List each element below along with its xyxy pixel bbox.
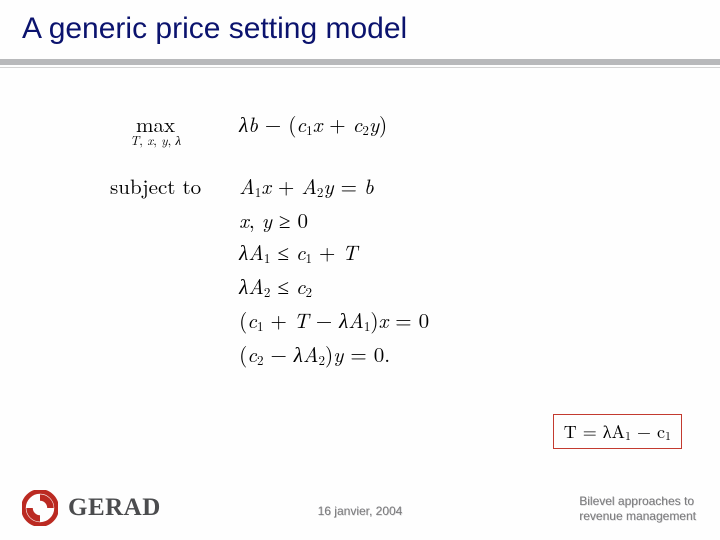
footer-topic: Bilevel approaches to revenue management — [579, 494, 696, 524]
boxed-note: T = λA1 − c1 — [553, 414, 682, 449]
constraint-5: (c1 + T − λA1)x = 0 — [229, 304, 439, 338]
title-rule-thick — [0, 59, 720, 65]
constraint-2: x, y ≥ 0 — [229, 204, 439, 236]
math-block: max T, x, y, λ λb − (c1x + c2y) subject … — [100, 108, 439, 372]
objective-variables: T, x, y, λ — [110, 133, 201, 148]
objective-label: max T, x, y, λ — [100, 108, 229, 152]
footer-topic-line2: revenue management — [579, 509, 696, 523]
slide-title: A generic price setting model — [22, 12, 407, 46]
slide: A generic price setting model max T, x, … — [0, 0, 720, 540]
objective-rhs: λb − (c1x + c2y) — [229, 108, 439, 152]
footer: GERAD 16 janvier, 2004 Bilevel approache… — [0, 482, 720, 540]
constraint-4: λA2 ≤ c2 — [229, 270, 439, 304]
constraint-3: λA1 ≤ c1 + T — [229, 236, 439, 270]
constraint-6: (c2 − λA2)y = 0. — [229, 338, 439, 372]
title-rule-thin — [0, 67, 720, 68]
constraint-1: A1x + A2y = b — [229, 170, 439, 204]
subject-to-label: subject to — [100, 170, 229, 204]
footer-topic-line1: Bilevel approaches to — [579, 494, 694, 508]
